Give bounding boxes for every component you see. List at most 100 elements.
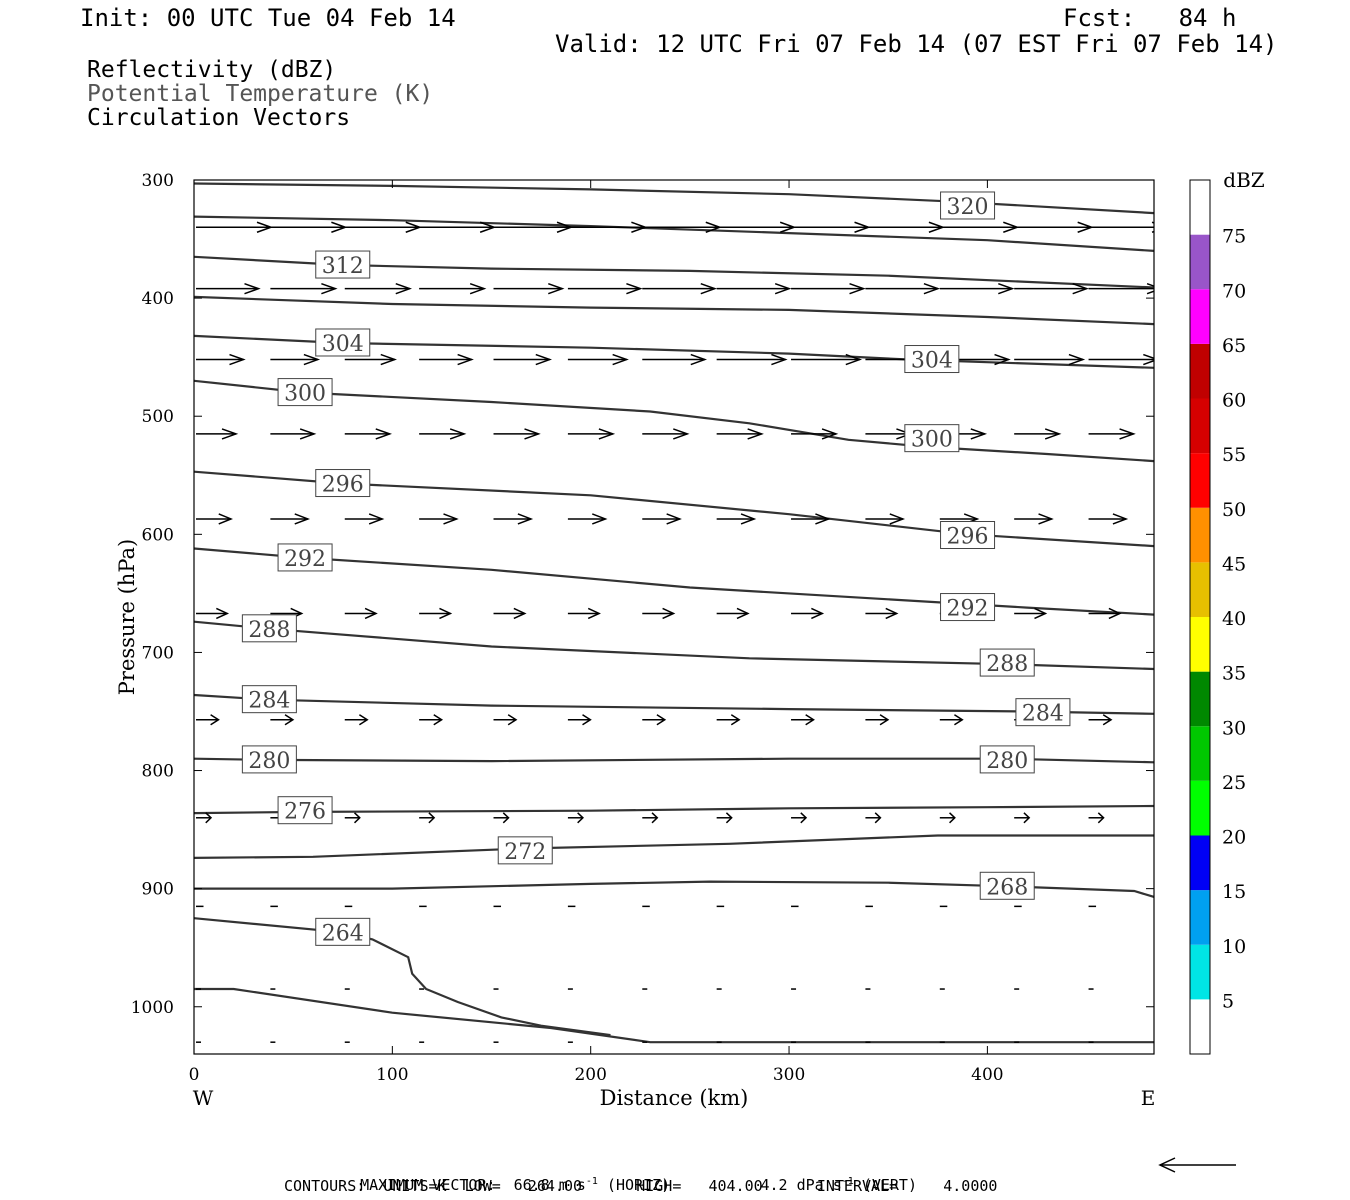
circulation-vector [493,714,518,726]
y-tick-label: 400 [142,289,174,309]
circulation-vector [939,221,1020,233]
colorbar-tick-label: 5 [1222,990,1234,1012]
x-tick-label: 400 [971,1065,1003,1085]
colorbar-segment [1190,780,1210,836]
circulation-vector [1014,353,1086,366]
contour-label-text: 300 [284,382,326,407]
colorbar-segment [1190,289,1210,344]
contour-label: 300 [904,424,960,453]
circulation-vector [419,714,444,726]
theta-contour-320 [194,182,1154,215]
field-vectors: Circulation Vectors [87,105,351,131]
colorbar-tick-label: 10 [1222,936,1246,958]
contour-label-box [497,836,553,865]
circulation-vector [791,812,808,824]
circulation-vector [196,714,220,726]
init-time: Init: 00 UTC Tue 04 Feb 14 [80,4,456,32]
circulation-vector [865,812,882,824]
contour-label: 296 [315,469,371,498]
colorbar-segment [1190,562,1210,617]
contour-label-box [940,521,996,550]
contour-label-box [241,745,297,774]
contour-label-text: 264 [322,921,364,946]
contour-label-text: 292 [947,597,989,622]
contour-label: 288 [241,614,297,643]
circulation-vector [716,513,757,525]
circulation-vector [567,513,608,525]
colorbar-segment [1190,343,1210,399]
circulation-vector [567,353,629,366]
circulation-vector [493,353,553,366]
contour-label-box [315,250,371,279]
vert-unit: (VERT) [862,1176,917,1194]
circulation-vector [791,221,871,233]
x-tick-label: 200 [574,1065,606,1085]
colorbar-tick-label: 60 [1222,390,1246,412]
circulation-vector [344,714,369,726]
circulation-vector [791,607,825,620]
contour-label: 284 [241,685,297,714]
y-tick-label: 1000 [131,998,174,1018]
colorbar-segment [1190,398,1210,454]
colorbar-segment [1190,835,1210,891]
circulation-vector [791,282,866,295]
theta-contour-268 [194,880,1154,898]
circulation-vector [791,513,831,525]
circulation-vector [642,607,676,620]
circulation-vector [196,513,233,525]
circulation-vector [196,282,261,295]
theta-contour-292 [194,547,1154,616]
circulation-vector [419,513,459,525]
contour-label-text: 304 [911,349,953,374]
forecast-hour: Fcst: 84 h [1063,4,1237,32]
circulation-vector [270,282,338,295]
circulation-vector [493,812,510,824]
contour-label-box [241,685,297,714]
max-vector-text: MAXIMUM VECTOR: 66.8 m s-1 (HORIZ) 4.2 d… [342,1158,917,1194]
max-vector-vert: 4.2 dPa s [760,1176,842,1194]
y-tick-label: 800 [142,762,174,782]
contour-label-text: 296 [947,525,989,550]
circulation-vector [939,714,964,726]
circulation-vector [270,353,321,366]
colorbar-tick-label: 25 [1222,772,1246,794]
theta-contour-264 [194,987,1154,1044]
contour-label-box [241,614,297,643]
circulation-vector [865,282,941,295]
contour-label-box [315,917,371,946]
circulation-vector [642,282,718,295]
circulation-vector [865,607,899,620]
contour-label-text: 284 [248,689,290,714]
circulation-vector [567,714,592,726]
contour-label-box [979,871,1035,900]
circulation-vector [270,714,295,726]
contour-label-box [940,191,996,220]
contour-label: 280 [241,745,297,774]
circulation-vector [493,428,541,440]
y-axis-label: Pressure (hPa) [115,539,139,695]
contour-label-text: 272 [504,840,546,865]
colorbar-segment [1190,999,1210,1054]
x-tick-label: 0 [189,1065,200,1085]
circulation-vector [1088,282,1154,295]
circulation-vector [1014,513,1054,525]
circulation-vector [567,221,648,233]
contour-label: 304 [315,328,371,357]
east-label: E [1141,1086,1156,1110]
circulation-vector [344,812,361,824]
contour-label-text: 288 [248,618,290,643]
contour-label-text: 268 [986,875,1028,900]
theta-contour-284 [194,693,1154,715]
circulation-vector [1088,513,1129,525]
circulation-vector [196,428,239,440]
field-reflectivity: Reflectivity (dBZ) [87,57,337,83]
circulation-vector [493,282,565,295]
theta-contour-316 [194,215,1154,252]
circulation-vector [567,282,643,295]
circulation-vector [791,428,839,440]
circulation-vector [419,607,453,620]
contour-label: 312 [315,250,371,279]
circulation-vector [270,428,317,440]
contour-label-text: 300 [911,428,953,453]
circulation-vector [642,428,690,440]
